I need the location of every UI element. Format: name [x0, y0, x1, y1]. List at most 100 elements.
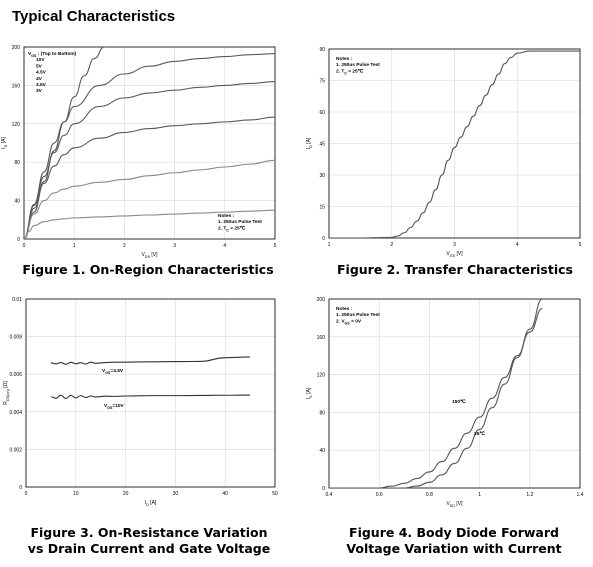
series-line-4-5v [24, 81, 275, 239]
x-tick-label: 1 [73, 243, 76, 249]
series-line-5v [24, 53, 275, 239]
y-tick-label: 15 [319, 205, 325, 211]
legend-entry: VGS : (Top to Bottom) [28, 51, 77, 58]
plot-frame [328, 298, 581, 489]
y-tick-label: 40 [14, 199, 20, 205]
legend-entry: 3V [36, 88, 43, 94]
legend-entry: 3.5V [36, 82, 47, 88]
x-tick-label: 4 [516, 242, 519, 248]
figure-2-caption: Figure 2. Transfer Characteristics [337, 262, 573, 277]
x-tick-label: 3 [453, 242, 456, 248]
x-tick-label: 4 [223, 243, 226, 249]
y-tick-label: 120 [12, 122, 21, 128]
legend-entry: 4V [36, 76, 43, 82]
plot-frame [328, 48, 581, 239]
x-axis-label: VGS [V] [446, 251, 463, 258]
y-tick-label: 0 [322, 236, 325, 242]
y-tick-label: 45 [319, 142, 325, 148]
x-tick-label: 0.8 [426, 492, 433, 498]
y-tick-label: 0.008 [9, 335, 22, 341]
x-tick-label: 1.4 [577, 492, 584, 498]
y-tick-label: 60 [319, 110, 325, 116]
series-line-25- [329, 299, 543, 488]
y-tick-label: 160 [12, 83, 21, 89]
series-line-3v [24, 209, 275, 239]
x-tick-label: 10 [73, 491, 79, 497]
annotation-label: VGS=10V [104, 403, 125, 410]
chart-body-diode: 0 40 80 120 160 200 0.4 0.6 0.8 1 1.2 1.4 VSD [V] IS … [306, 297, 584, 508]
series-line-4v [24, 116, 275, 239]
annotation-label: VGS=4.5V [102, 368, 124, 375]
series-line-150- [329, 307, 543, 488]
y-tick-label: 30 [319, 173, 325, 179]
y-tick-label: 0 [322, 486, 325, 492]
y-tick-label: 120 [317, 373, 326, 379]
notes-line: 2. TC = 25℃ [336, 67, 364, 75]
y-tick-label: 200 [317, 297, 326, 303]
x-tick-label: 1 [478, 492, 481, 498]
y-axis-label: ID [A] [1, 137, 8, 149]
y-tick-label: 90 [319, 47, 325, 53]
x-axis-label: ID [A] [145, 500, 157, 507]
x-tick-label: 2 [390, 242, 393, 248]
y-tick-label: 200 [12, 45, 21, 51]
x-axis-label: VDS [V] [141, 252, 158, 259]
x-tick-label: 1 [328, 242, 331, 248]
series-group [329, 50, 580, 238]
notes-line: 2. VGS = 0V [336, 318, 362, 325]
x-tick-label: 40 [222, 491, 228, 497]
x-tick-label: 0.4 [326, 492, 333, 498]
notes-line: 1. 250us Pulse Test [218, 219, 262, 225]
y-tick-label: 80 [319, 410, 325, 416]
y-axis-label: ID [A] [306, 137, 313, 149]
x-tick-label: 5 [579, 242, 582, 248]
chart-on-region: 0 40 80 120 160 200 0 1 2 3 4 5 VDS [V] ID [A] VGS : (… [1, 45, 277, 259]
y-tick-label: 0.002 [9, 447, 22, 453]
plot-frame [23, 46, 276, 240]
annotation-label: 25℃ [474, 430, 485, 437]
legend-entry: 5V [36, 63, 43, 69]
series-line-3-5v [24, 159, 275, 239]
chart-on-resistance: 0 0.002 0.004 0.006 0.008 0.01 0 10 20 30 40 50 ID [… [3, 297, 278, 507]
x-tick-label: 0.6 [376, 492, 383, 498]
series-line-v-gs-4-5v [50, 356, 251, 365]
x-tick-label: 20 [123, 491, 129, 497]
series-group [24, 47, 275, 239]
y-tick-label: 0.01 [12, 297, 22, 303]
notes-line: Notes : [336, 56, 353, 62]
x-tick-label: 1.2 [526, 492, 533, 498]
figure-4-caption: Figure 4. Body Diode Forward Voltage Var… [346, 525, 562, 556]
notes-line: Notes : [218, 213, 235, 219]
notes-line: 2. TC = 25℃ [218, 224, 246, 232]
x-tick-label: 0 [25, 491, 28, 497]
y-tick-label: 0 [17, 237, 20, 243]
series-line-v-gs-10v [50, 394, 251, 400]
plot-frame [25, 298, 276, 488]
y-tick-label: 0.004 [9, 410, 22, 416]
x-tick-label: 30 [173, 491, 179, 497]
legend-entry: 4.5V [36, 70, 47, 76]
y-tick-label: 0 [19, 485, 22, 491]
notes-line: 1. 250us Pulse Test [336, 62, 380, 68]
y-tick-label: 40 [319, 448, 325, 454]
y-axis-label: RDS(on) [Ω] [3, 381, 10, 405]
x-tick-label: 5 [274, 243, 277, 249]
figure-3-caption: Figure 3. On-Resistance Variation vs Dra… [27, 525, 271, 556]
x-tick-label: 50 [272, 491, 278, 497]
y-axis-label: IS [A] [306, 387, 313, 399]
annotation-label: 150℃ [452, 398, 466, 405]
series-line-curve [329, 50, 580, 238]
x-tick-label: 2 [123, 243, 126, 249]
figure-1-caption: Figure 1. On-Region Characteristics [22, 262, 274, 277]
x-tick-label: 0 [23, 243, 26, 249]
y-tick-label: 0.006 [9, 372, 22, 378]
y-tick-label: 160 [317, 335, 326, 341]
notes-line: Notes : [336, 306, 353, 312]
y-tick-label: 75 [319, 79, 325, 85]
series-group [329, 299, 543, 488]
x-tick-label: 3 [173, 243, 176, 249]
legend-entry: 10V [36, 57, 45, 63]
notes-line: 1. 250us Pulse Test [336, 312, 380, 318]
x-axis-label: VSD [V] [446, 501, 463, 508]
